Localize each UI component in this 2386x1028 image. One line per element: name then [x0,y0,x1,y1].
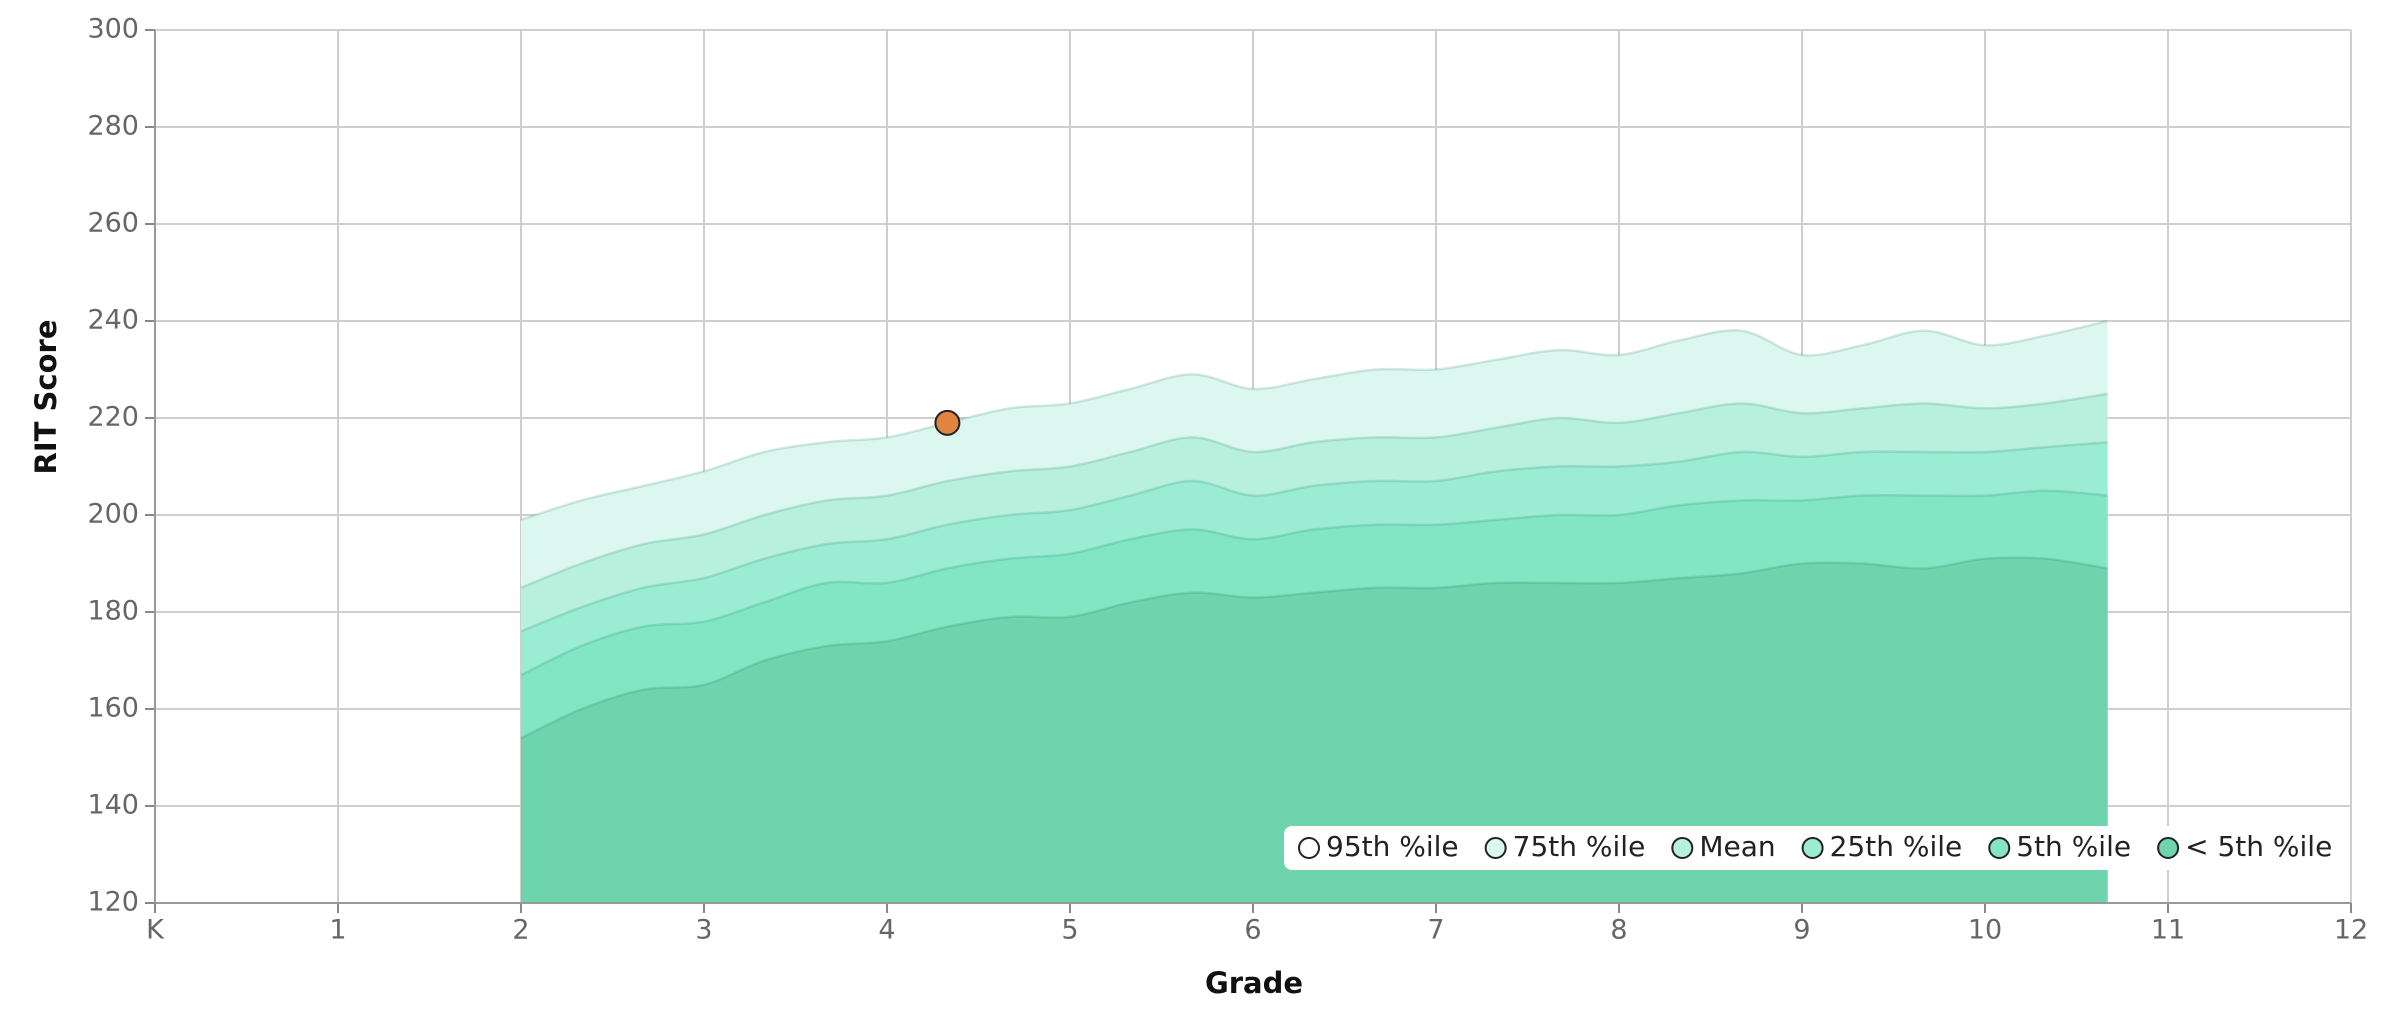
y-tick-label: 120 [87,887,139,918]
percentile-line [520,319,2108,522]
percentile-line [520,441,2108,633]
x-tick-label: 2 [512,915,529,946]
x-tick-label: 8 [1610,915,1627,946]
x-tick-label: K [146,915,165,946]
x-tick-label: 10 [1968,915,2002,946]
legend-marker [1484,837,1507,859]
score-point [934,409,961,436]
legend-marker [1988,837,2011,859]
legend-label: < 5th %ile [2185,830,2332,863]
x-tick-label: 3 [695,915,712,946]
x-axis-title: Grade [1205,966,1303,1000]
percentile-area [521,557,2108,903]
y-tick-label: 220 [87,402,139,433]
percentile-line [520,556,2108,740]
legend-marker [1671,837,1694,859]
y-tick-label: 160 [87,693,139,724]
y-axis-title: RIT Score [29,320,63,475]
x-tick-label: 7 [1427,915,1444,946]
x-tick-label: 6 [1244,915,1261,946]
legend-label: 5th %ile [2016,830,2131,863]
legend-label: 25th %ile [1830,830,1963,863]
legend-marker [1801,837,1824,859]
x-tick-label: 12 [2334,915,2368,946]
legend-label: Mean [1699,830,1775,863]
legend-label: 75th %ile [1513,830,1646,863]
legend-marker [1298,837,1320,859]
x-tick-label: 4 [878,915,895,946]
y-tick-label: 180 [87,596,139,627]
legend-label: 95th %ile [1326,830,1459,863]
y-tick-label: 280 [87,111,139,142]
x-tick-label: 11 [2151,915,2185,946]
legend-marker [2157,837,2180,859]
x-tick-label: 9 [1793,915,1810,946]
y-tick-label: 300 [87,14,139,45]
x-tick-label: 1 [329,915,346,946]
areas [520,319,2108,903]
percentile-line [520,489,2108,677]
y-tick-label: 140 [87,790,139,821]
y-tick-label: 260 [87,208,139,239]
x-tick-label: 5 [1061,915,1078,946]
legend: 95th %ile 75th %ile Mean 25th %ile 5th %ile <… [1284,826,2346,870]
y-tick-label: 200 [87,499,139,530]
percentile-line [520,392,2108,589]
y-tick-label: 240 [87,305,139,336]
